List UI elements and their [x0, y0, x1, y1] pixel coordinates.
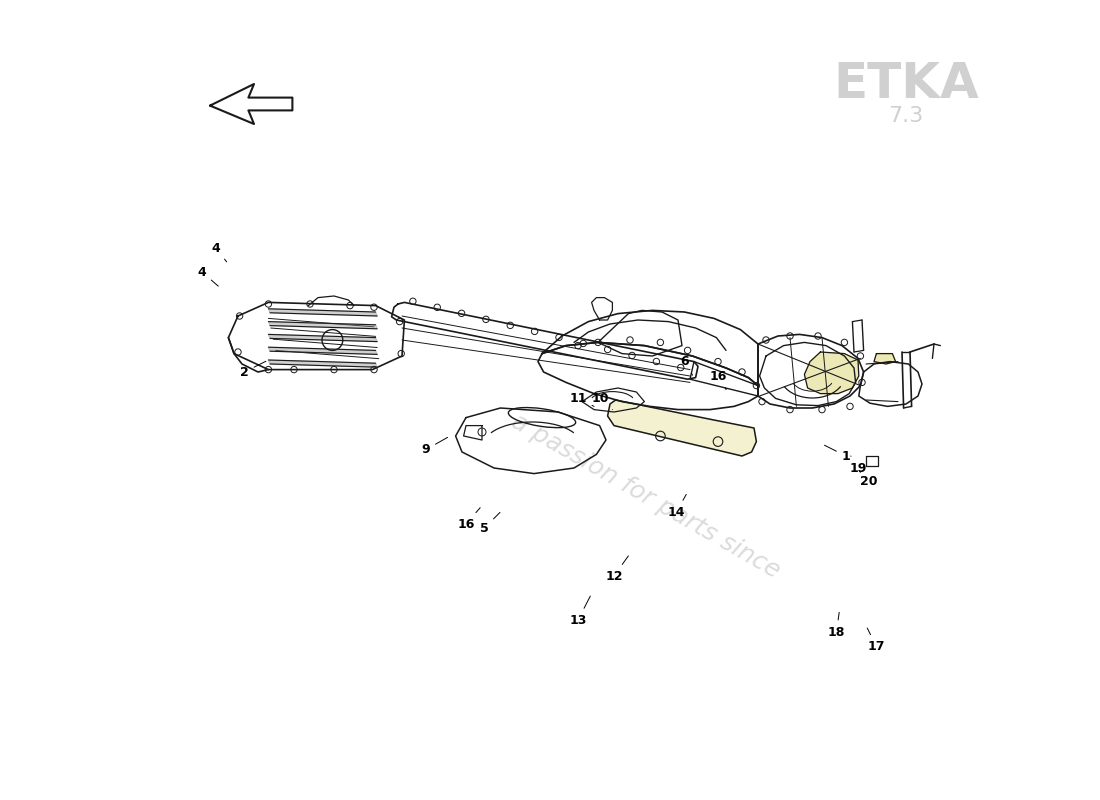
Text: 1: 1: [825, 446, 850, 462]
Polygon shape: [268, 322, 377, 329]
Polygon shape: [874, 354, 895, 364]
Text: ETKA: ETKA: [833, 60, 979, 108]
Text: 5: 5: [480, 512, 501, 534]
Text: 2: 2: [240, 362, 266, 378]
Polygon shape: [268, 360, 377, 367]
Text: 9: 9: [421, 438, 448, 456]
Text: 11: 11: [570, 392, 594, 406]
Polygon shape: [804, 352, 859, 394]
Polygon shape: [268, 347, 377, 354]
Text: 18: 18: [827, 612, 845, 638]
Text: 10: 10: [592, 392, 613, 410]
Polygon shape: [607, 400, 757, 456]
Text: 14: 14: [668, 494, 686, 518]
Polygon shape: [268, 309, 377, 316]
Text: 20: 20: [859, 470, 877, 488]
Polygon shape: [268, 334, 377, 342]
Text: 19: 19: [849, 456, 867, 474]
Text: 12: 12: [605, 556, 628, 582]
Text: 6: 6: [680, 355, 693, 375]
Text: a passion for parts since: a passion for parts since: [507, 409, 784, 583]
Text: 16: 16: [710, 370, 727, 390]
Text: 7.3: 7.3: [889, 106, 924, 126]
Text: 17: 17: [867, 628, 886, 653]
Text: 13: 13: [570, 596, 591, 626]
Text: 16: 16: [458, 508, 481, 530]
Text: 4: 4: [198, 266, 218, 286]
Text: 4: 4: [211, 242, 227, 262]
